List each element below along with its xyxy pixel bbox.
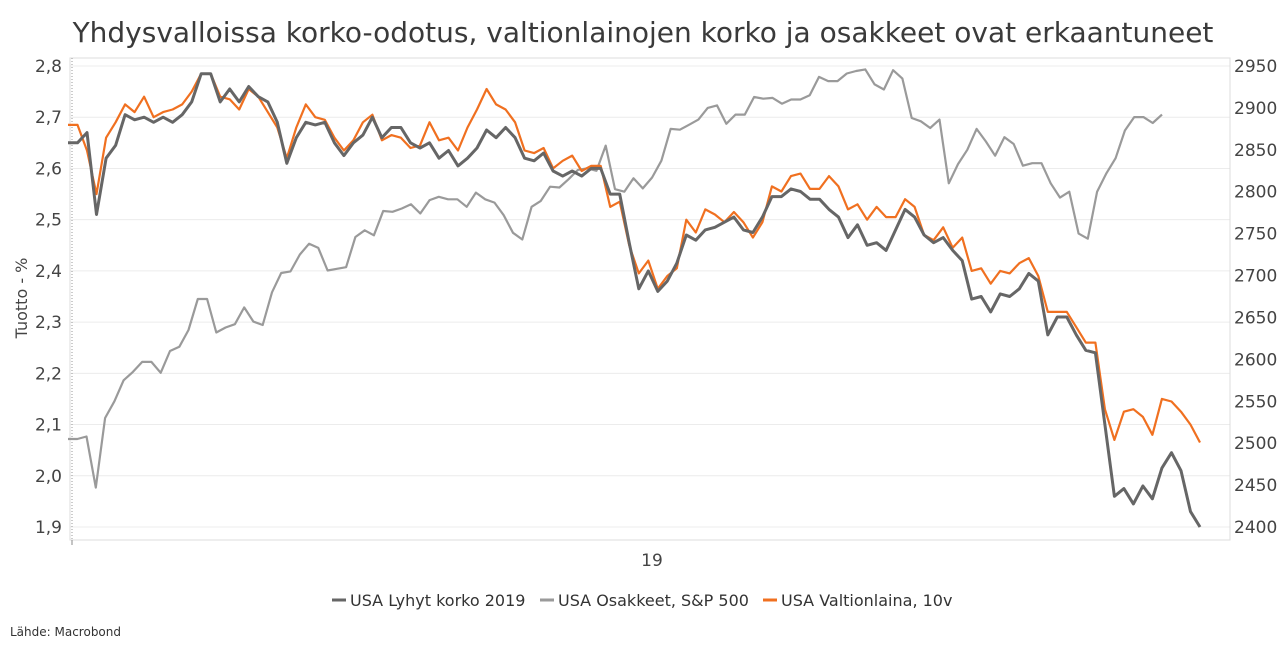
y-tick-left: 2,6 <box>35 159 62 179</box>
chart-title: Yhdysvalloissa korko-odotus, valtionlain… <box>72 16 1214 49</box>
y-tick-right: 2950 <box>1234 57 1277 77</box>
y-tick-right: 2700 <box>1234 267 1277 287</box>
y-tick-right: 2900 <box>1234 99 1277 119</box>
y-tick-right: 2500 <box>1234 434 1277 454</box>
plot-frame <box>69 57 1231 541</box>
y-tick-right: 2850 <box>1234 141 1277 161</box>
legend: USA Lyhyt korko 2019 USA Osakkeet, S&P 50… <box>332 591 952 610</box>
y-tick-right: 2600 <box>1234 350 1277 370</box>
gridlines <box>70 65 1230 528</box>
y-tick-left: 2,0 <box>35 467 62 487</box>
y-axis-right: 2950 2900 2850 2800 2750 2700 2650 2600 2550 2500… <box>1234 57 1277 538</box>
y-tick-right: 2800 <box>1234 183 1277 203</box>
y-tick-right: 2450 <box>1234 476 1277 496</box>
y-axis-left: 2,8 2,7 2,6 2,5 2,4 2,3 2,2 2,1 2,0 1,9 <box>35 57 62 538</box>
legend-label: USA Osakkeet, S&P 500 <box>558 591 749 610</box>
y-tick-right: 2750 <box>1234 225 1277 245</box>
y-tick-left: 2,2 <box>35 364 62 384</box>
series-lines <box>68 68 1202 528</box>
y-tick-left: 2,8 <box>35 57 62 77</box>
y-tick-right: 2400 <box>1234 518 1277 538</box>
y-tick-right: 2650 <box>1234 308 1277 328</box>
y-tick-left: 2,7 <box>35 108 62 128</box>
y-tick-left: 2,5 <box>35 211 62 231</box>
y-tick-right: 2550 <box>1234 392 1277 412</box>
legend-label: USA Valtionlaina, 10v <box>781 591 952 610</box>
x-tick-label: 19 <box>641 551 663 571</box>
series-line-2 <box>68 68 1163 489</box>
source-note: Lähde: Macrobond <box>10 625 121 639</box>
series-line-1 <box>68 72 1202 528</box>
y-tick-left: 2,4 <box>35 262 62 282</box>
y-tick-left: 2,1 <box>35 416 62 436</box>
y-tick-left: 2,3 <box>35 313 62 333</box>
y-axis-left-title: Tuotto - % <box>12 258 31 340</box>
legend-label: USA Lyhyt korko 2019 <box>350 591 525 610</box>
series-line-3 <box>68 72 1201 444</box>
y-tick-left: 1,9 <box>35 518 62 538</box>
